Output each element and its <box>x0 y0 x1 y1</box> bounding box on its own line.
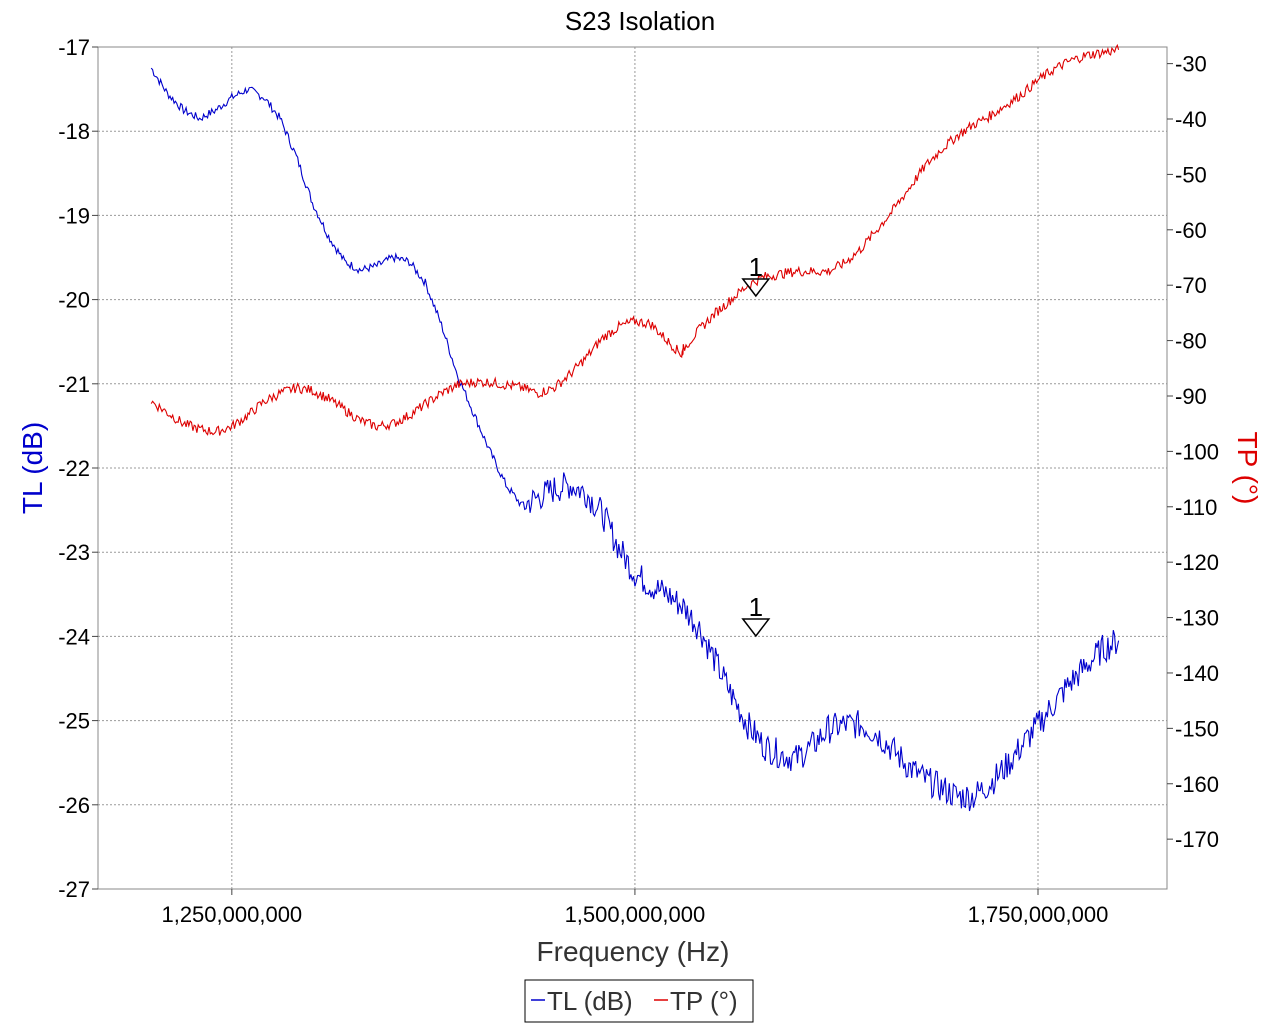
y-axis-left-title: TL (dB) <box>17 422 48 514</box>
series-line-tl <box>150 67 1120 812</box>
y-right-tick-label: -30 <box>1175 52 1207 77</box>
y-right-tick-label: -110 <box>1175 495 1217 520</box>
y-right-tick-label: -120 <box>1175 550 1219 575</box>
series-line-tp <box>150 43 1120 436</box>
y-right-tick-label: -140 <box>1175 661 1219 686</box>
y-right-tick-label: -40 <box>1175 107 1207 132</box>
left-y-axis-ticks: -17 -18 -19 -20 -21 -22 -23 -24 -25 -26 -27 <box>58 35 98 902</box>
x-axis-title: Frequency (Hz) <box>537 936 730 967</box>
legend-box <box>524 979 754 1023</box>
y-left-tick-label: -24 <box>58 624 90 649</box>
y-right-tick-label: -130 <box>1175 606 1219 631</box>
y-right-tick-label: -100 <box>1175 439 1219 464</box>
x-axis-ticks: 1,250,000,000 1,500,000,000 1,750,000,000 <box>161 889 1108 927</box>
x-tick-label: 1,250,000,000 <box>161 902 302 927</box>
y-left-tick-label: -22 <box>58 456 90 481</box>
grid-lines <box>98 46 1167 890</box>
x-tick-label: 1,750,000,000 <box>968 902 1109 927</box>
y-right-tick-label: -70 <box>1175 273 1207 298</box>
y-left-tick-label: -25 <box>58 709 90 734</box>
marker-triangle <box>741 278 771 298</box>
y-right-tick-label: -80 <box>1175 329 1207 354</box>
marker-triangle <box>741 618 771 638</box>
y-right-tick-label: -50 <box>1175 162 1207 187</box>
right-y-axis-ticks: -30 -40 -50 -60 -70 -80 -90 -100 -110 -120 -130 -14… <box>1167 52 1219 852</box>
y-left-tick-label: -17 <box>58 35 90 60</box>
markers: 11 <box>741 252 771 638</box>
y-right-tick-label: -160 <box>1175 772 1219 797</box>
y-left-tick-label: -23 <box>58 540 90 565</box>
series-lines <box>150 43 1120 812</box>
y-right-tick-label: -170 <box>1175 827 1219 852</box>
chart-title: S23 Isolation <box>565 6 715 36</box>
legend: TL (dB) TP (°) <box>524 979 754 1023</box>
y-left-tick-label: -26 <box>58 793 90 818</box>
y-left-tick-label: -21 <box>58 372 90 397</box>
y-left-tick-label: -27 <box>58 877 90 902</box>
y-left-tick-label: -19 <box>58 203 90 228</box>
legend-label-tl: TL (dB) <box>547 986 633 1016</box>
y-right-tick-label: -90 <box>1175 384 1207 409</box>
marker-label: 1 <box>749 592 763 622</box>
y-left-tick-label: -18 <box>58 119 90 144</box>
y-left-tick-label: -20 <box>58 288 90 313</box>
y-right-tick-label: -150 <box>1175 716 1219 741</box>
legend-label-tp: TP (°) <box>670 986 738 1016</box>
y-right-tick-label: -60 <box>1175 218 1207 243</box>
marker-label: 1 <box>749 252 763 282</box>
x-tick-label: 1,500,000,000 <box>565 902 706 927</box>
y-axis-right-title: TP (°) <box>1232 432 1263 505</box>
